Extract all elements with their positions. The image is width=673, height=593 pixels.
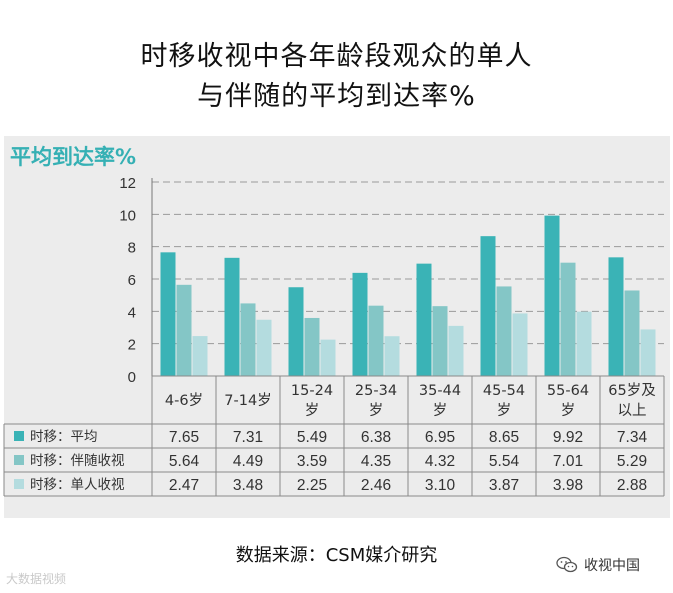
data-value: 4.49 <box>233 453 263 470</box>
x-tick-label: 15-24 <box>291 383 333 399</box>
bar <box>544 215 560 376</box>
data-value: 9.92 <box>553 429 583 446</box>
bar <box>256 319 272 376</box>
bar <box>512 313 528 376</box>
data-value: 3.59 <box>297 453 327 470</box>
data-value: 3.87 <box>489 477 519 494</box>
bar <box>368 305 384 376</box>
data-value: 7.34 <box>617 429 648 446</box>
data-value: 5.29 <box>617 453 647 470</box>
x-tick-label: 岁 <box>369 402 384 419</box>
data-value: 3.98 <box>553 477 583 494</box>
x-tick-label: 岁 <box>433 402 448 419</box>
bar <box>480 236 496 376</box>
legend-label: 时移：平均 <box>30 429 98 445</box>
bar <box>432 306 448 376</box>
data-value: 8.65 <box>489 429 519 446</box>
y-tick-label: 0 <box>128 369 136 386</box>
x-tick-label: 25-34 <box>355 383 397 399</box>
data-value: 2.25 <box>297 477 327 494</box>
legend-swatch <box>14 455 24 465</box>
y-tick-label: 6 <box>128 272 136 289</box>
x-tick-label: 岁 <box>497 402 512 419</box>
y-tick-label: 12 <box>119 175 136 192</box>
legend-swatch <box>14 431 24 441</box>
y-tick-label: 4 <box>128 304 136 321</box>
legend-label: 时移：单人收视 <box>30 477 125 493</box>
data-value: 3.10 <box>425 477 456 494</box>
data-value: 4.32 <box>425 453 455 470</box>
y-tick-label: 10 <box>119 207 136 224</box>
x-tick-label: 55-64 <box>547 383 589 399</box>
data-value: 2.88 <box>617 477 647 494</box>
x-tick-label: 45-54 <box>483 383 525 399</box>
data-value: 6.38 <box>361 429 391 446</box>
data-value: 3.48 <box>233 477 263 494</box>
chart-title-line2: 与伴随的平均到达率% <box>197 81 476 112</box>
bar <box>496 286 512 376</box>
data-value: 2.46 <box>361 477 391 494</box>
data-value: 5.49 <box>297 429 327 446</box>
bar <box>160 252 176 376</box>
data-value: 7.65 <box>169 429 199 446</box>
legend-swatch <box>14 479 24 489</box>
y-tick-label: 8 <box>128 240 136 257</box>
data-source: 数据来源：CSM媒介研究 <box>235 545 438 566</box>
data-value: 4.35 <box>361 453 391 470</box>
data-value: 7.31 <box>233 429 263 446</box>
x-tick-label: 岁 <box>561 402 576 419</box>
data-value: 7.01 <box>553 453 583 470</box>
x-tick-label: 4-6岁 <box>165 392 203 409</box>
bar <box>560 262 576 376</box>
bar <box>624 290 640 376</box>
bar <box>352 272 368 376</box>
watermark-right-text: 收视中国 <box>584 558 640 574</box>
data-value: 2.47 <box>169 477 199 494</box>
legend-label: 时移：伴随收视 <box>30 453 125 469</box>
data-value: 5.64 <box>169 453 200 470</box>
y-tick-label: 2 <box>128 337 136 354</box>
wechat-icon <box>556 556 578 573</box>
bar <box>384 336 400 376</box>
x-tick-label: 岁 <box>305 402 320 419</box>
chart-title-line1: 时移收视中各年龄段观众的单人 <box>140 41 533 72</box>
bar <box>640 329 656 376</box>
watermark-left: 大数据视频 <box>6 572 67 586</box>
data-value: 6.95 <box>425 429 455 446</box>
watermark-right: 收视中国 <box>556 555 640 575</box>
x-tick-label: 35-44 <box>419 383 461 399</box>
bar <box>304 317 320 376</box>
bar <box>288 287 304 376</box>
bar <box>240 303 256 376</box>
bar <box>576 311 592 376</box>
bar <box>320 339 336 376</box>
bar <box>192 336 208 376</box>
x-tick-label: 65岁及 <box>608 382 655 399</box>
y-axis-label: 平均到达率% <box>10 145 137 169</box>
bar <box>448 325 464 376</box>
bar <box>224 257 240 376</box>
bar <box>416 263 432 376</box>
data-value: 5.54 <box>489 453 520 470</box>
bar <box>608 257 624 376</box>
x-tick-label: 7-14岁 <box>224 392 271 409</box>
x-tick-label: 以上 <box>618 402 647 419</box>
bar <box>176 284 192 376</box>
